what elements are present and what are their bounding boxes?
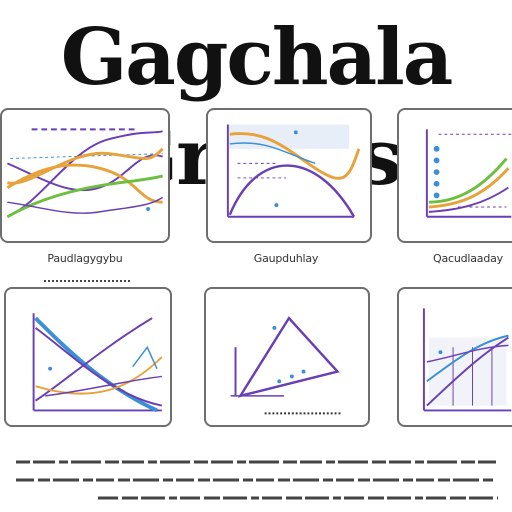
wave-chart-illustration: [6, 128, 164, 219]
page-title: Gagchala Grapss: [60, 12, 454, 203]
rising-chart-illustration: [425, 129, 512, 218]
triangle-chart-illustration: [230, 316, 343, 415]
decorative-scribble: [44, 272, 130, 282]
footer-text-line-1: [14, 452, 498, 464]
footer-text-line-2: [14, 470, 498, 482]
chart-panel-3: [397, 108, 512, 243]
chart-panel-1: [0, 108, 170, 243]
caption-panel-1: Paudlagygybu: [47, 252, 123, 265]
bars-chart-illustration: [422, 308, 512, 412]
chart-panel-6: [397, 287, 512, 427]
caption-panel-2: Gaupduhlay: [253, 252, 319, 265]
chart-panel-2: [206, 108, 372, 243]
footer-text-line-3: [96, 488, 500, 500]
chart-panel-5: [204, 287, 370, 427]
arch-chart-illustration: [226, 124, 361, 218]
caption-panel-3: Qacudlaaday: [433, 252, 503, 265]
chart-panel-4: [4, 287, 172, 427]
cross-chart-illustration: [32, 313, 163, 413]
